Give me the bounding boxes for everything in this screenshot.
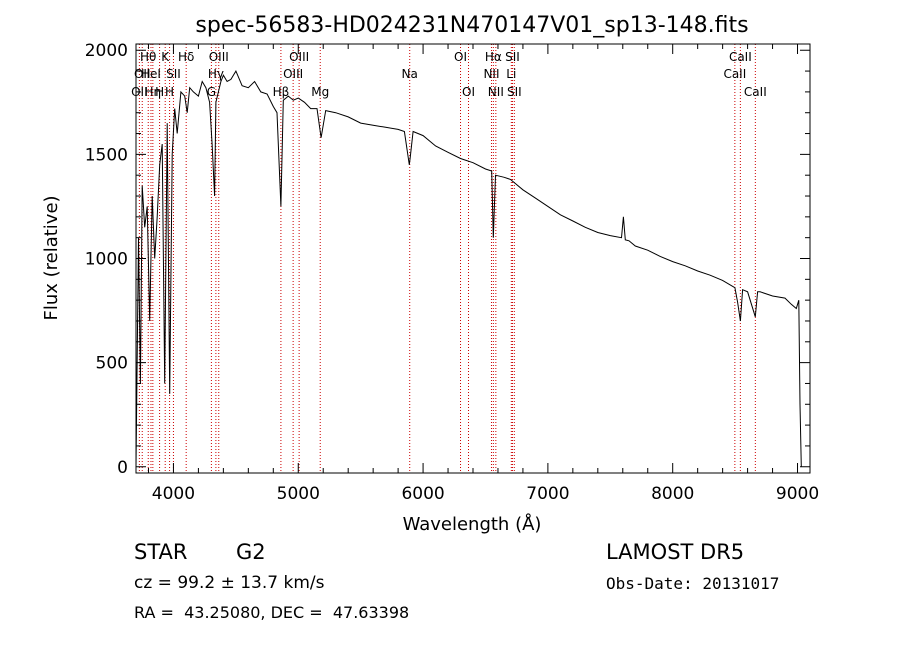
spectral-line-markers: [138, 44, 756, 473]
y-tick-label: 500: [96, 354, 128, 374]
chart-title: spec-56583-HD024231N470147V01_sp13-148.f…: [195, 13, 748, 38]
marker-label: Hα: [485, 50, 502, 64]
y-tick-label: 1500: [85, 145, 128, 165]
marker-label: Na: [402, 67, 418, 81]
marker-label: SII: [166, 67, 181, 81]
x-tick-label: 4000: [152, 484, 195, 504]
marker-label: CaII: [744, 85, 767, 99]
y-tick-label: 2000: [85, 41, 128, 61]
redshift-velocity: cz = 99.2 ± 13.7 km/s: [134, 573, 325, 593]
y-axis: 0 500 1000 1500 2000: [85, 41, 810, 478]
marker-label: K: [161, 50, 170, 64]
spectrum-line: [135, 70, 802, 467]
spectral-line-labels: OIIOIIHθHeIHηHKHSIIHδGHγOIIIHβOIIIOIIIMg…: [131, 50, 767, 99]
marker-label: OIII: [209, 50, 229, 64]
marker-label: SII: [505, 50, 520, 64]
survey-name: LAMOST DR5: [606, 540, 745, 564]
marker-label: HeI: [141, 67, 161, 81]
y-tick-label: 0: [117, 458, 128, 478]
coordinates: RA = 43.25080, DEC = 47.63398: [134, 603, 410, 622]
object-type: STAR: [134, 540, 188, 564]
marker-label: Li: [506, 67, 516, 81]
marker-label: NII: [488, 85, 504, 99]
marker-label: CaII: [729, 50, 752, 64]
x-axis: 4000 5000 6000 7000 8000 9000: [147, 44, 819, 504]
marker-label: OII: [134, 67, 151, 81]
marker-label: Hθ: [140, 50, 156, 64]
subclass: G2: [236, 540, 266, 564]
marker-label: Hδ: [178, 50, 194, 64]
marker-label: OI: [462, 85, 475, 99]
x-tick-label: 9000: [776, 484, 819, 504]
x-tick-label: 8000: [651, 484, 694, 504]
x-tick-label: 5000: [277, 484, 320, 504]
x-axis-label: Wavelength (Å): [403, 513, 542, 535]
marker-label: SII: [507, 85, 522, 99]
marker-label: OIII: [289, 50, 309, 64]
marker-label: H: [165, 85, 174, 99]
marker-label: Hβ: [273, 85, 290, 99]
plot-frame: [135, 43, 811, 474]
marker-label: OIII: [283, 67, 303, 81]
marker-label: G: [207, 85, 216, 99]
y-tick-label: 1000: [85, 250, 128, 270]
marker-label: CaII: [723, 67, 746, 81]
marker-label: NII: [483, 67, 499, 81]
marker-label: Hγ: [208, 67, 224, 81]
x-tick-label: 7000: [526, 484, 569, 504]
marker-label: Mg: [311, 85, 329, 99]
y-axis-label: Flux (relative): [41, 195, 62, 320]
marker-label: H: [155, 85, 164, 99]
marker-label: OI: [454, 50, 467, 64]
x-tick-label: 6000: [401, 484, 444, 504]
marker-label: Hη: [145, 85, 162, 99]
observation-date: Obs-Date: 20131017: [606, 574, 780, 593]
